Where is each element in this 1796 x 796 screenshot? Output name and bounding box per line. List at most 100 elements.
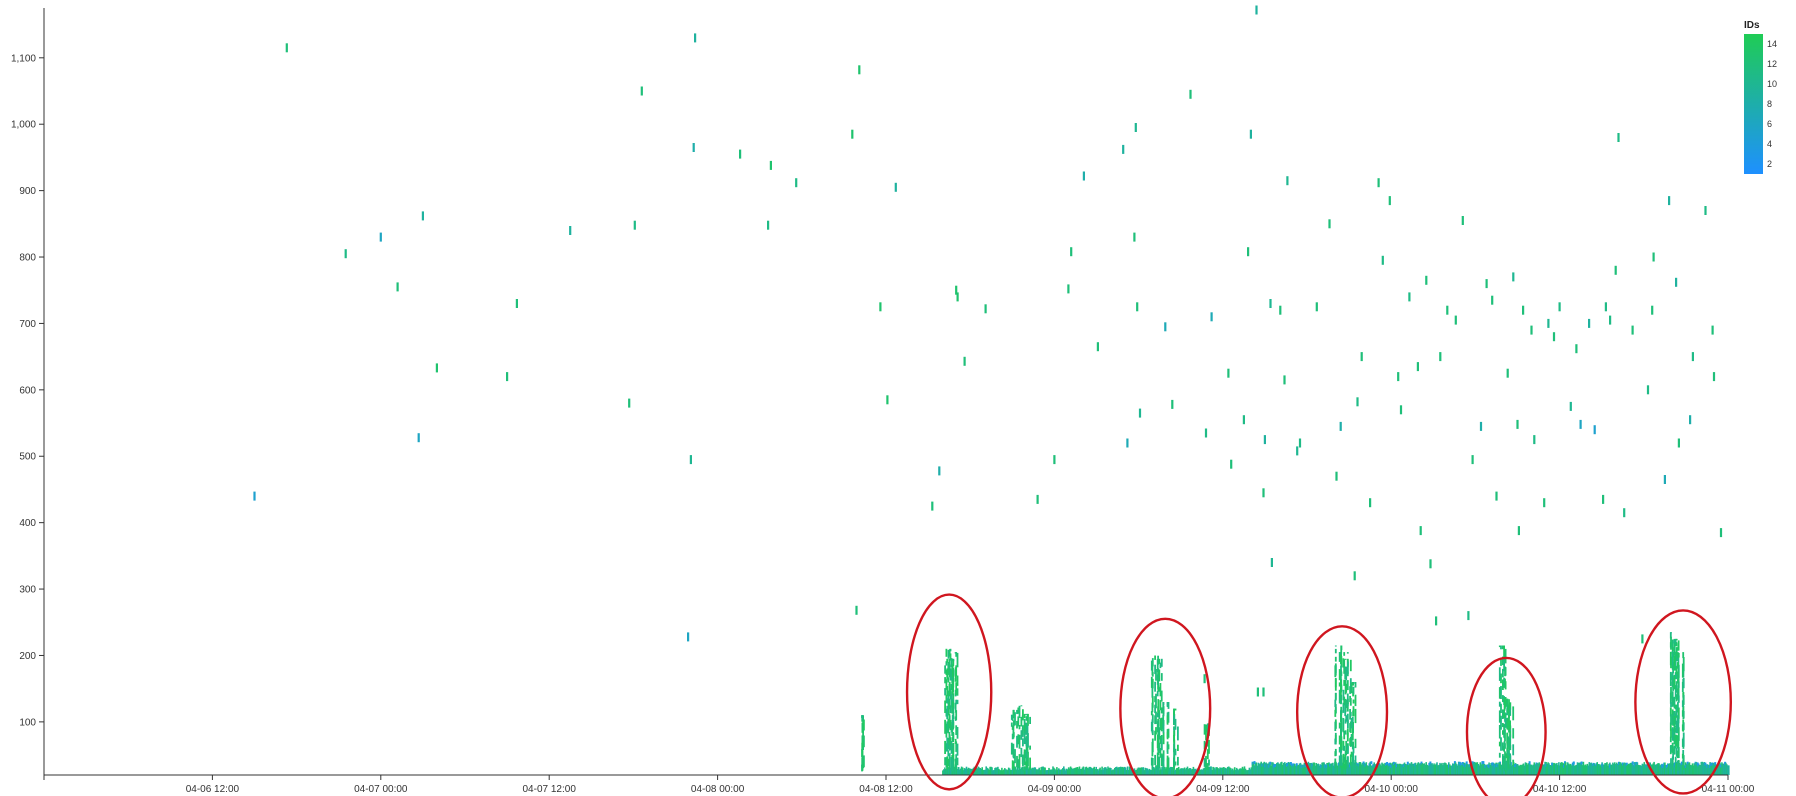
baseline-bar [1106, 769, 1108, 775]
baseline-bar [1144, 767, 1147, 775]
spike-segment [1502, 679, 1504, 690]
baseline-bar [1198, 768, 1201, 775]
baseline-bar [1621, 764, 1624, 775]
baseline-bar [1068, 768, 1071, 775]
baseline-bar [1560, 762, 1562, 775]
baseline-bar [1635, 764, 1638, 775]
baseline-bar [988, 769, 990, 775]
spike-segment [1671, 756, 1674, 770]
spike-segment [1343, 730, 1346, 740]
baseline-low-id-mark [1625, 762, 1628, 766]
baseline-bar [1525, 762, 1528, 775]
spike-segment [1177, 726, 1179, 741]
spike-segment [1350, 751, 1353, 757]
spike-segment [1173, 708, 1175, 716]
baseline-bar [1569, 763, 1572, 775]
data-point [1530, 325, 1533, 335]
baseline-bar [1252, 762, 1255, 775]
baseline-bar [1237, 770, 1240, 775]
spike-segment [1677, 707, 1680, 719]
baseline-bar [1703, 762, 1705, 775]
annotation-ellipse [1634, 609, 1733, 795]
spike-segment [861, 736, 864, 749]
spike-segment [1158, 658, 1161, 664]
data-point [1446, 305, 1449, 315]
data-point [1604, 302, 1607, 312]
data-point [1298, 438, 1302, 448]
spike-segment [947, 677, 950, 683]
spike-segment [956, 675, 959, 686]
spike-segment [1673, 647, 1676, 652]
baseline-bar [1693, 763, 1696, 775]
baseline-bar [1072, 768, 1075, 775]
spike-segment [1340, 755, 1342, 766]
baseline-bar [1610, 764, 1612, 775]
baseline-bar [1600, 764, 1602, 775]
data-point [379, 232, 382, 242]
baseline-bar [1022, 769, 1025, 775]
spike-segment [1349, 695, 1351, 703]
baseline-bar [1630, 762, 1633, 775]
baseline-bar [1227, 766, 1229, 775]
baseline-bar [1401, 764, 1404, 775]
spike-segment [951, 681, 954, 695]
spike-segment [1208, 759, 1210, 766]
spike-segment [1338, 722, 1341, 729]
baseline-bar [984, 769, 986, 775]
spike-segment [1203, 724, 1206, 735]
spike-segment [1669, 736, 1672, 743]
baseline-bar [1264, 763, 1266, 775]
spike-segment [1334, 699, 1337, 707]
spike-segment [945, 648, 948, 657]
baseline-bar [1431, 763, 1433, 775]
baseline-bar [1300, 764, 1303, 775]
baseline-bar [1686, 763, 1689, 775]
baseline-bar [1445, 763, 1447, 775]
baseline-bar [1519, 764, 1522, 775]
baseline-bar [1623, 762, 1626, 775]
baseline-bar [1148, 768, 1150, 775]
baseline-bar [1512, 762, 1515, 775]
data-point [1138, 408, 1142, 418]
data-point [1593, 425, 1596, 435]
baseline-bar [1249, 769, 1252, 775]
spike-segment [944, 665, 946, 674]
baseline-bar [1279, 764, 1281, 775]
spike-segment [1670, 702, 1672, 708]
baseline-bar [1091, 768, 1093, 775]
baseline-bar [1025, 766, 1028, 775]
baseline-bar [1690, 765, 1693, 775]
spike-segment [1160, 717, 1163, 732]
baseline-bar [1039, 770, 1041, 775]
baseline-bar [1675, 765, 1678, 775]
baseline-bar [1272, 762, 1274, 775]
baseline-bar [1662, 765, 1664, 775]
baseline-bar [1660, 764, 1662, 775]
baseline-low-id-mark [1459, 762, 1462, 766]
data-point [956, 292, 959, 302]
spike-segment [1025, 713, 1028, 715]
baseline-bar [1590, 762, 1593, 775]
baseline-bar [1465, 763, 1468, 775]
baseline-bar [1339, 765, 1341, 775]
baseline-bar [1317, 763, 1319, 775]
baseline-bar [1657, 763, 1659, 775]
data-point [1711, 325, 1714, 335]
data-point [1471, 455, 1474, 465]
baseline-bar [1658, 763, 1660, 775]
spike-segment [1682, 652, 1685, 659]
spike-segment [1351, 727, 1354, 741]
spike-segment [1338, 669, 1341, 681]
baseline-bar [950, 767, 952, 775]
baseline-bar [1360, 764, 1363, 775]
spike-segment [1345, 666, 1348, 681]
spike-segment [946, 686, 949, 697]
baseline-bar [1438, 764, 1440, 775]
baseline-bar [1213, 767, 1215, 775]
baseline-bar [1535, 764, 1538, 775]
baseline-bar [1513, 765, 1516, 775]
baseline-bar [1619, 762, 1622, 775]
baseline-low-id-mark [1370, 761, 1373, 765]
data-point [1279, 305, 1282, 315]
baseline-bar [1379, 764, 1381, 775]
